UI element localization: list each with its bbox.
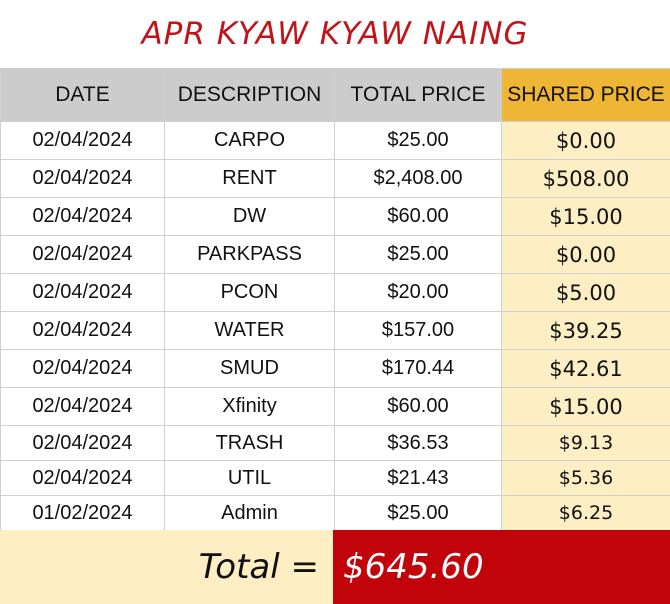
table-row: 01/02/2024 Admin $25.00 $6.25 <box>0 495 670 531</box>
cell-total-price[interactable]: $25.00 <box>334 235 502 274</box>
total-value[interactable]: $645.60 <box>333 530 670 604</box>
table-row: 02/04/2024 UTIL $21.43 $5.36 <box>0 460 670 496</box>
cell-date[interactable]: 02/04/2024 <box>0 349 165 388</box>
cell-shared-price[interactable]: $6.25 <box>501 495 670 531</box>
cell-date[interactable]: 01/02/2024 <box>0 495 165 531</box>
table-row: 02/04/2024 WATER $157.00 $39.25 <box>0 311 670 350</box>
cell-total-price[interactable]: $2,408.00 <box>334 159 502 198</box>
cell-shared-price[interactable]: $0.00 <box>501 121 670 160</box>
table-row: 02/04/2024 RENT $2,408.00 $508.00 <box>0 159 670 198</box>
header-total-price[interactable]: TOTAL PRICE <box>334 68 502 122</box>
cell-description[interactable]: SMUD <box>164 349 335 388</box>
table-row: 02/04/2024 PARKPASS $25.00 $0.00 <box>0 235 670 274</box>
cell-shared-price[interactable]: $5.36 <box>501 460 670 496</box>
cell-shared-price[interactable]: $0.00 <box>501 235 670 274</box>
cell-shared-price[interactable]: $9.13 <box>501 425 670 461</box>
cell-total-price[interactable]: $20.00 <box>334 273 502 312</box>
cell-date[interactable]: 02/04/2024 <box>0 235 165 274</box>
cell-description[interactable]: UTIL <box>164 460 335 496</box>
cell-shared-price[interactable]: $15.00 <box>501 387 670 426</box>
header-shared-price[interactable]: SHARED PRICE <box>501 68 670 122</box>
cell-date[interactable]: 02/04/2024 <box>0 273 165 312</box>
expense-table: DATE DESCRIPTION TOTAL PRICE SHARED PRIC… <box>0 68 670 531</box>
cell-date[interactable]: 02/04/2024 <box>0 197 165 236</box>
cell-date[interactable]: 02/04/2024 <box>0 311 165 350</box>
cell-shared-price[interactable]: $42.61 <box>501 349 670 388</box>
cell-shared-price[interactable]: $15.00 <box>501 197 670 236</box>
header-row: DATE DESCRIPTION TOTAL PRICE SHARED PRIC… <box>0 68 670 122</box>
cell-shared-price[interactable]: $5.00 <box>501 273 670 312</box>
cell-total-price[interactable]: $60.00 <box>334 197 502 236</box>
cell-description[interactable]: Xfinity <box>164 387 335 426</box>
cell-shared-price[interactable]: $39.25 <box>501 311 670 350</box>
header-description[interactable]: DESCRIPTION <box>164 68 335 122</box>
cell-date[interactable]: 02/04/2024 <box>0 387 165 426</box>
cell-date[interactable]: 02/04/2024 <box>0 121 165 160</box>
cell-description[interactable]: WATER <box>164 311 335 350</box>
cell-date[interactable]: 02/04/2024 <box>0 425 165 461</box>
cell-date[interactable]: 02/04/2024 <box>0 460 165 496</box>
cell-description[interactable]: PARKPASS <box>164 235 335 274</box>
cell-total-price[interactable]: $25.00 <box>334 495 502 531</box>
table-row: 02/04/2024 Xfinity $60.00 $15.00 <box>0 387 670 426</box>
cell-total-price[interactable]: $21.43 <box>334 460 502 496</box>
table-row: 02/04/2024 DW $60.00 $15.00 <box>0 197 670 236</box>
cell-total-price[interactable]: $157.00 <box>334 311 502 350</box>
cell-total-price[interactable]: $170.44 <box>334 349 502 388</box>
table-row: 02/04/2024 CARPO $25.00 $0.00 <box>0 121 670 160</box>
cell-total-price[interactable]: $60.00 <box>334 387 502 426</box>
cell-description[interactable]: PCON <box>164 273 335 312</box>
cell-shared-price[interactable]: $508.00 <box>501 159 670 198</box>
table-row: 02/04/2024 TRASH $36.53 $9.13 <box>0 425 670 461</box>
cell-total-price[interactable]: $36.53 <box>334 425 502 461</box>
total-row: Total = $645.60 <box>0 530 670 604</box>
cell-date[interactable]: 02/04/2024 <box>0 159 165 198</box>
cell-description[interactable]: CARPO <box>164 121 335 160</box>
cell-total-price[interactable]: $25.00 <box>334 121 502 160</box>
table-row: 02/04/2024 SMUD $170.44 $42.61 <box>0 349 670 388</box>
table-row: 02/04/2024 PCON $20.00 $5.00 <box>0 273 670 312</box>
cell-description[interactable]: DW <box>164 197 335 236</box>
sheet-title: APR KYAW KYAW NAING <box>141 16 529 52</box>
cell-description[interactable]: TRASH <box>164 425 335 461</box>
cell-description[interactable]: RENT <box>164 159 335 198</box>
header-date[interactable]: DATE <box>0 68 165 122</box>
total-label[interactable]: Total = <box>0 530 333 604</box>
cell-description[interactable]: Admin <box>164 495 335 531</box>
